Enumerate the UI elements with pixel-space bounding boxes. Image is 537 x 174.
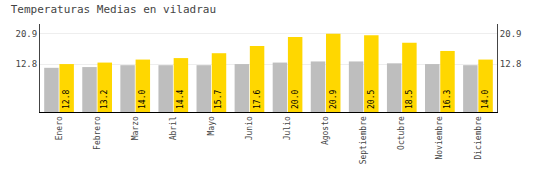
svg-text:13.2: 13.2 [100, 90, 109, 109]
svg-text:20.9: 20.9 [500, 29, 522, 39]
svg-text:14.0: 14.0 [138, 90, 147, 109]
svg-text:18.5: 18.5 [405, 90, 414, 109]
svg-text:20.9: 20.9 [16, 29, 38, 39]
svg-text:Mayo: Mayo [207, 116, 216, 135]
svg-text:Noviembre: Noviembre [435, 116, 444, 160]
svg-text:20.9: 20.9 [329, 90, 338, 109]
svg-text:12.8: 12.8 [500, 59, 522, 69]
svg-text:Septiembre: Septiembre [359, 116, 368, 164]
svg-text:20.0: 20.0 [291, 90, 300, 109]
svg-text:Junio: Junio [245, 116, 254, 140]
svg-text:Febrero: Febrero [93, 116, 102, 150]
svg-text:Enero: Enero [55, 116, 64, 140]
svg-text:15.7: 15.7 [214, 90, 223, 109]
svg-text:Diciembre: Diciembre [474, 116, 483, 160]
svg-text:14.4: 14.4 [176, 90, 185, 109]
svg-text:12.8: 12.8 [62, 90, 71, 109]
svg-text:12.8: 12.8 [16, 59, 38, 69]
svg-text:Temperaturas Medias en viladra: Temperaturas Medias en viladrau [11, 3, 216, 16]
svg-text:Abril: Abril [169, 116, 178, 140]
svg-text:20.5: 20.5 [367, 90, 376, 109]
svg-text:14.0: 14.0 [481, 90, 490, 109]
svg-text:Agosto: Agosto [321, 116, 330, 145]
svg-text:Julio: Julio [283, 116, 292, 140]
svg-text:Octubre: Octubre [397, 116, 406, 150]
svg-text:17.6: 17.6 [253, 90, 262, 109]
svg-text:16.3: 16.3 [443, 90, 452, 109]
svg-text:Marzo: Marzo [131, 116, 140, 140]
